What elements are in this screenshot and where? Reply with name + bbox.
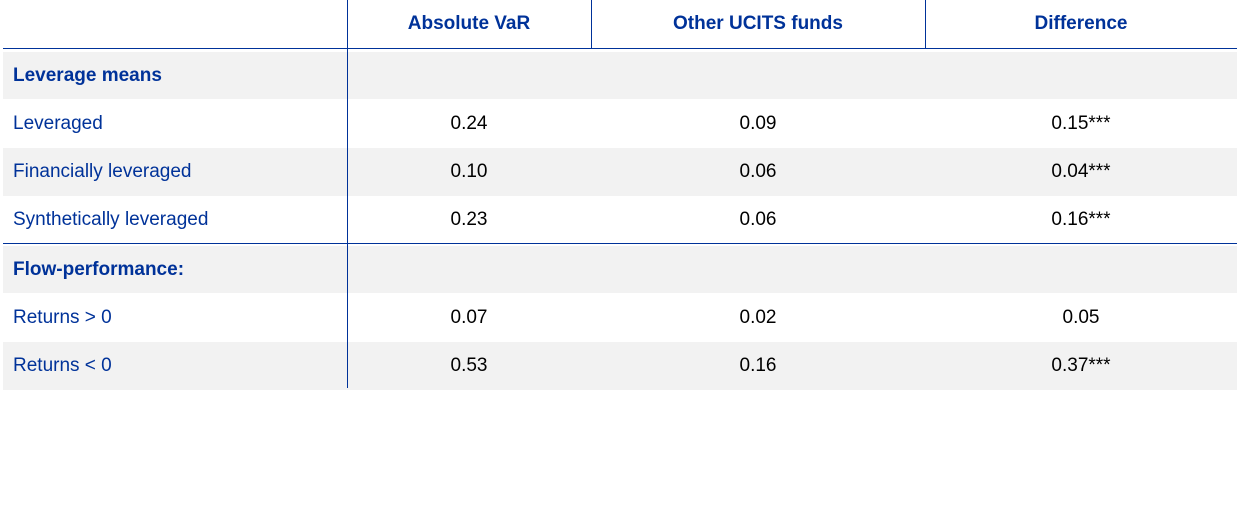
column-header: Other UCITS funds	[673, 13, 843, 34]
value-cell: 0.06	[739, 209, 777, 230]
value-cell: 0.04***	[1051, 161, 1111, 182]
section-rule	[3, 243, 1237, 244]
section-row: Flow-performance:	[3, 246, 1237, 293]
row-label: Returns < 0	[13, 355, 112, 376]
header-divider	[925, 0, 926, 48]
row-label: Synthetically leveraged	[13, 209, 209, 230]
value-cell: 0.24	[450, 113, 488, 134]
label-divider	[347, 0, 348, 388]
row-label: Leveraged	[13, 113, 103, 134]
value-cell: 0.07	[450, 307, 488, 328]
value-cell: 0.05	[1062, 307, 1100, 328]
column-header: Absolute VaR	[407, 13, 531, 34]
value-cell: 0.23	[450, 209, 488, 230]
value-cell: 0.16	[739, 355, 777, 376]
section-row: Leverage means	[3, 52, 1237, 99]
value-cell: 0.06	[739, 161, 777, 182]
value-cell: 0.15***	[1051, 113, 1111, 134]
data-row: Returns < 0 0.53 0.16 0.37***	[3, 342, 1237, 390]
row-label: Financially leveraged	[13, 161, 192, 182]
value-cell: 0.16***	[1051, 209, 1111, 230]
value-cell: 0.09	[739, 113, 777, 134]
value-cell: 0.37***	[1051, 355, 1111, 376]
header-divider	[591, 0, 592, 48]
section-title: Leverage means	[13, 64, 162, 86]
data-row: Returns > 0 0.07 0.02 0.05	[3, 294, 1237, 342]
value-cell: 0.02	[739, 307, 777, 328]
data-row: Synthetically leveraged 0.23 0.06 0.16***	[3, 196, 1237, 244]
header-rule	[3, 48, 1237, 49]
value-cell: 0.53	[450, 355, 488, 376]
data-row: Leveraged 0.24 0.09 0.15***	[3, 100, 1237, 148]
value-cell: 0.10	[450, 161, 488, 182]
header-row: Absolute VaR Other UCITS funds Difference	[3, 0, 1237, 48]
column-header: Difference	[1034, 13, 1128, 34]
row-label: Returns > 0	[13, 307, 112, 328]
section-title: Flow-performance:	[13, 258, 185, 280]
data-row: Financially leveraged 0.10 0.06 0.04***	[3, 148, 1237, 196]
